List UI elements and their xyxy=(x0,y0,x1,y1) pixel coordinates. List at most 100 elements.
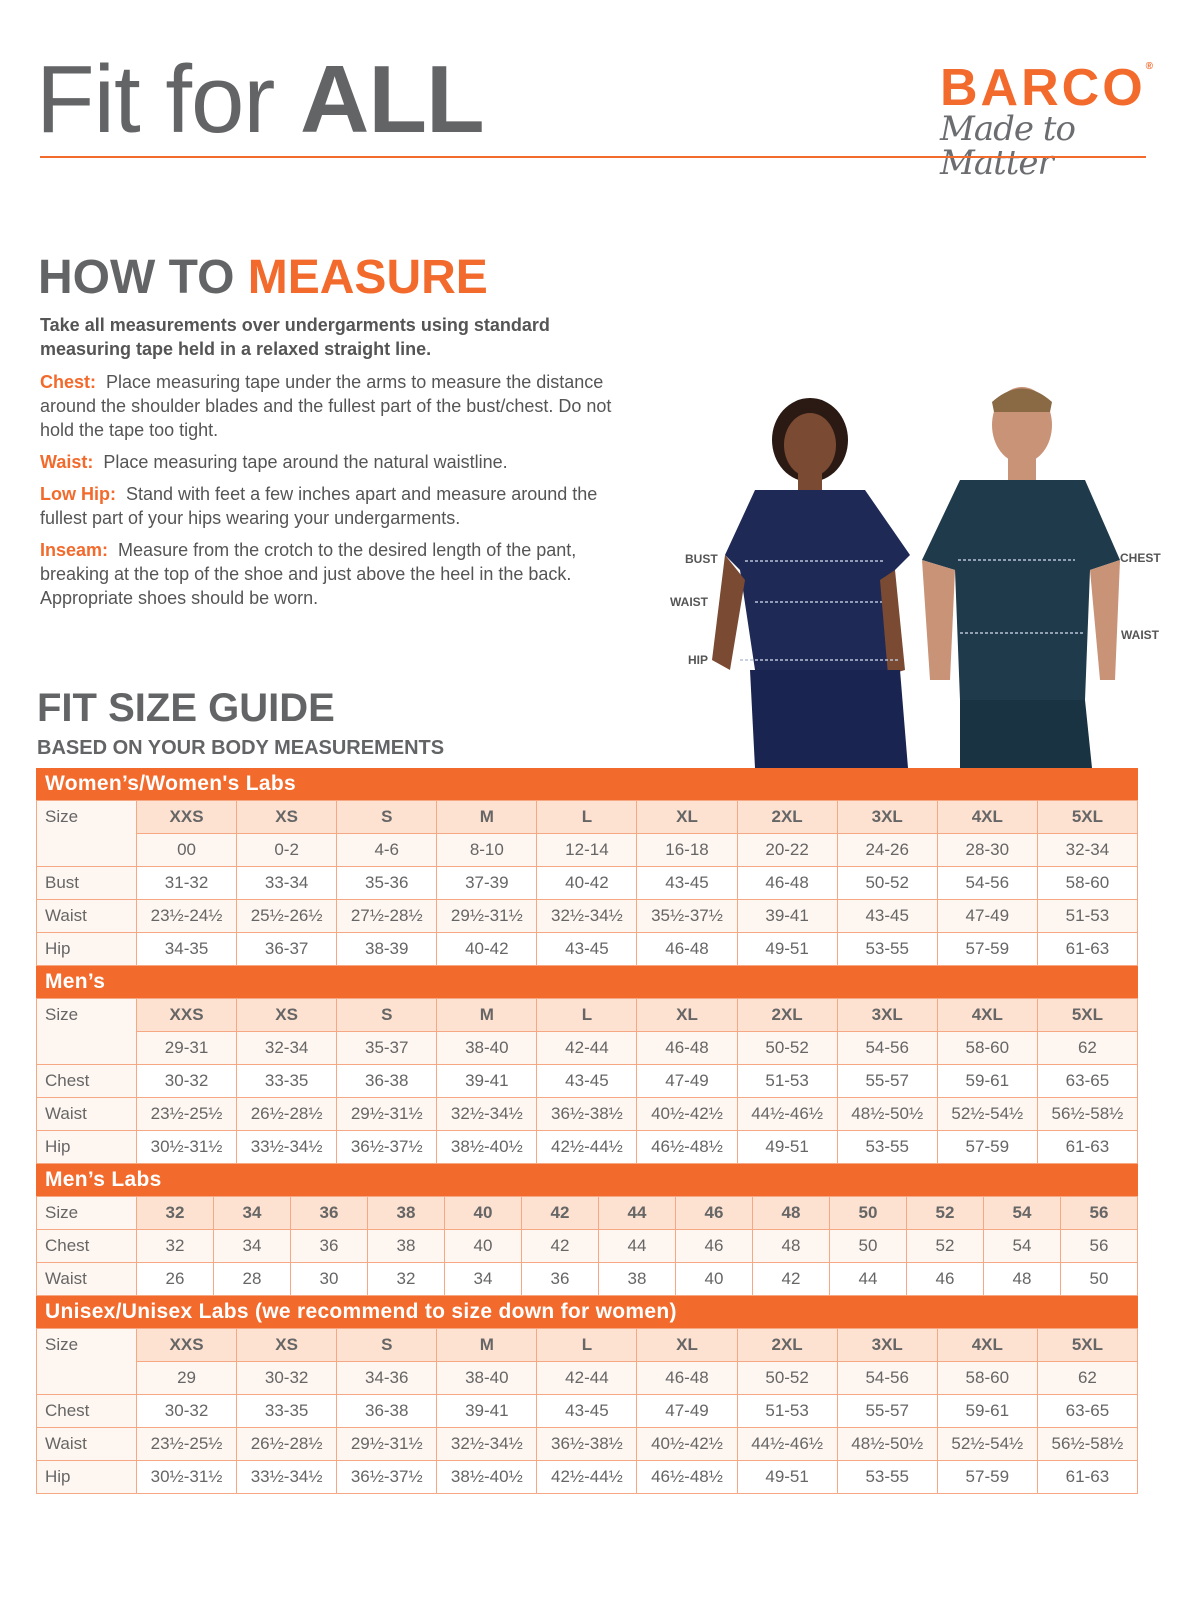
table-cell: 30 xyxy=(290,1262,368,1296)
table-cell: 42½-44½ xyxy=(536,1460,638,1494)
table-row: Chest 30-32 33-35 36-38 39-41 43-45 47-49 51-53… xyxy=(36,1394,1139,1428)
table-cell: 61-63 xyxy=(1036,1130,1139,1164)
table-cell: 36-37 xyxy=(236,932,338,966)
title-bold: ALL xyxy=(300,46,485,153)
size-cell: 48 xyxy=(752,1196,830,1230)
table-cell: 40-42 xyxy=(436,932,538,966)
table-cell: 36½-37½ xyxy=(336,1460,438,1494)
table-cell: 48½-50½ xyxy=(836,1427,938,1461)
table-cell: 32 xyxy=(367,1262,445,1296)
size-cell: 50 xyxy=(829,1196,907,1230)
label-bust: BUST xyxy=(685,552,718,566)
size-cell: XS xyxy=(236,800,338,834)
numeric-size-cell: 58-60 xyxy=(936,1361,1038,1395)
size-cell: 32 xyxy=(136,1196,214,1230)
numeric-size-cell: 29-31 xyxy=(135,1031,238,1065)
size-cell: M xyxy=(436,998,538,1032)
table-cell: 48½-50½ xyxy=(836,1097,938,1131)
table-cell: 49-51 xyxy=(736,1460,838,1494)
instruction-text: Place measuring tape under the arms to m… xyxy=(40,372,612,440)
table-cell: 40½-42½ xyxy=(636,1097,738,1131)
numeric-size-cell: 32-34 xyxy=(1036,833,1139,867)
instruction-key: Low Hip: xyxy=(40,484,116,504)
table-cell: 46½-48½ xyxy=(636,1460,738,1494)
table-cell: 23½-25½ xyxy=(135,1427,238,1461)
table-cell: 40 xyxy=(444,1229,522,1263)
table-cell: 34 xyxy=(213,1229,291,1263)
woman-figure xyxy=(712,398,910,768)
fit-size-guide-heading: FIT SIZE GUIDE xyxy=(37,686,335,730)
table-cell: 46 xyxy=(906,1262,984,1296)
table-cell: 46-48 xyxy=(636,932,738,966)
table-cell: 44 xyxy=(829,1262,907,1296)
barco-logo: BARCO® Made to Matter xyxy=(940,62,1160,181)
size-cell: 56 xyxy=(1060,1196,1138,1230)
row-label: Waist xyxy=(36,1427,137,1461)
size-tables: Women’s/Women's Labs Size XXS XS S M L XL 2XL 3XL… xyxy=(36,768,1139,1494)
table-cell: 29½-31½ xyxy=(336,1097,438,1131)
instruction-key: Waist: xyxy=(40,452,94,472)
size-cell: 42 xyxy=(521,1196,599,1230)
table-cell: 32 xyxy=(136,1229,214,1263)
table-cell: 42 xyxy=(752,1262,830,1296)
table-cell: 28 xyxy=(213,1262,291,1296)
table-cell: 38½-40½ xyxy=(436,1460,538,1494)
table-cell: 43-45 xyxy=(536,932,638,966)
measure-lines xyxy=(740,559,1085,661)
table-cell: 55-57 xyxy=(836,1064,938,1098)
size-cell: 3XL xyxy=(836,998,938,1032)
table-cell: 34-35 xyxy=(135,932,238,966)
row-label: Waist xyxy=(36,1097,137,1131)
size-cell: L xyxy=(536,998,638,1032)
numeric-size-row: 29 30-32 34-36 38-40 42-44 46-48 50-52 54-56 58-… xyxy=(37,1361,1139,1395)
header-divider xyxy=(40,156,1146,158)
table-cell: 44 xyxy=(598,1229,676,1263)
table-cell: 48 xyxy=(752,1229,830,1263)
size-cell: 36 xyxy=(290,1196,368,1230)
table-cell: 32½-34½ xyxy=(436,1097,538,1131)
table-cell: 52½-54½ xyxy=(936,1427,1038,1461)
table-cell: 51-53 xyxy=(1036,899,1139,933)
section-header: Men’s xyxy=(36,966,1138,998)
table-cell: 43-45 xyxy=(536,1064,638,1098)
label-hip: HIP xyxy=(688,653,709,667)
table-cell: 30-32 xyxy=(135,1394,238,1428)
size-cell: 5XL xyxy=(1036,800,1139,834)
table-cell: 47-49 xyxy=(636,1064,738,1098)
size-cell: L xyxy=(536,800,638,834)
table-cell: 33-35 xyxy=(236,1394,338,1428)
table-row: Waist 23½-24½ 25½-26½ 27½-28½ 29½-31½ 32½-34½… xyxy=(36,899,1139,933)
row-label: Hip xyxy=(36,1130,137,1164)
instruction-chest: Chest: Place measuring tape under the ar… xyxy=(40,370,620,442)
table-cell: 53-55 xyxy=(836,932,938,966)
numeric-size-cell: 32-34 xyxy=(236,1031,338,1065)
table-cell: 30½-31½ xyxy=(135,1130,238,1164)
table-cell: 52 xyxy=(906,1229,984,1263)
models-illustration xyxy=(712,387,1120,768)
size-cell: XXS xyxy=(135,1328,238,1362)
numeric-size-cell: 4-6 xyxy=(336,833,438,867)
size-row: Size XXS XS S M L XL 2XL 3XL 4XL 5XL xyxy=(36,800,1139,867)
size-cell: S xyxy=(336,998,438,1032)
table-cell: 43-45 xyxy=(536,1394,638,1428)
size-cell: 52 xyxy=(906,1196,984,1230)
table-cell: 38½-40½ xyxy=(436,1130,538,1164)
table-cell: 57-59 xyxy=(936,1460,1038,1494)
table-cell: 58-60 xyxy=(1036,866,1139,900)
table-cell: 55-57 xyxy=(836,1394,938,1428)
table-row: Hip 34-35 36-37 38-39 40-42 43-45 46-48 49-51 53… xyxy=(36,932,1139,966)
numeric-size-cell: 54-56 xyxy=(836,1031,938,1065)
size-cell: M xyxy=(436,1328,538,1362)
section-header: Men’s Labs xyxy=(36,1164,1138,1196)
table-row: Chest 30-32 33-35 36-38 39-41 43-45 47-49 51-53… xyxy=(36,1064,1139,1098)
instruction-low-hip: Low Hip: Stand with feet a few inches ap… xyxy=(40,482,620,530)
size-cell: XS xyxy=(236,1328,338,1362)
table-cell: 59-61 xyxy=(936,1394,1038,1428)
size-cell: 34 xyxy=(213,1196,291,1230)
instruction-key: Inseam: xyxy=(40,540,109,560)
instruction-text: Place measuring tape around the natural … xyxy=(103,452,508,472)
table-cell: 33½-34½ xyxy=(236,1460,338,1494)
table-row: Waist 23½-25½ 26½-28½ 29½-31½ 32½-34½ 36½-38½… xyxy=(36,1427,1139,1461)
size-cell: 38 xyxy=(367,1196,445,1230)
table-cell: 50-52 xyxy=(836,866,938,900)
